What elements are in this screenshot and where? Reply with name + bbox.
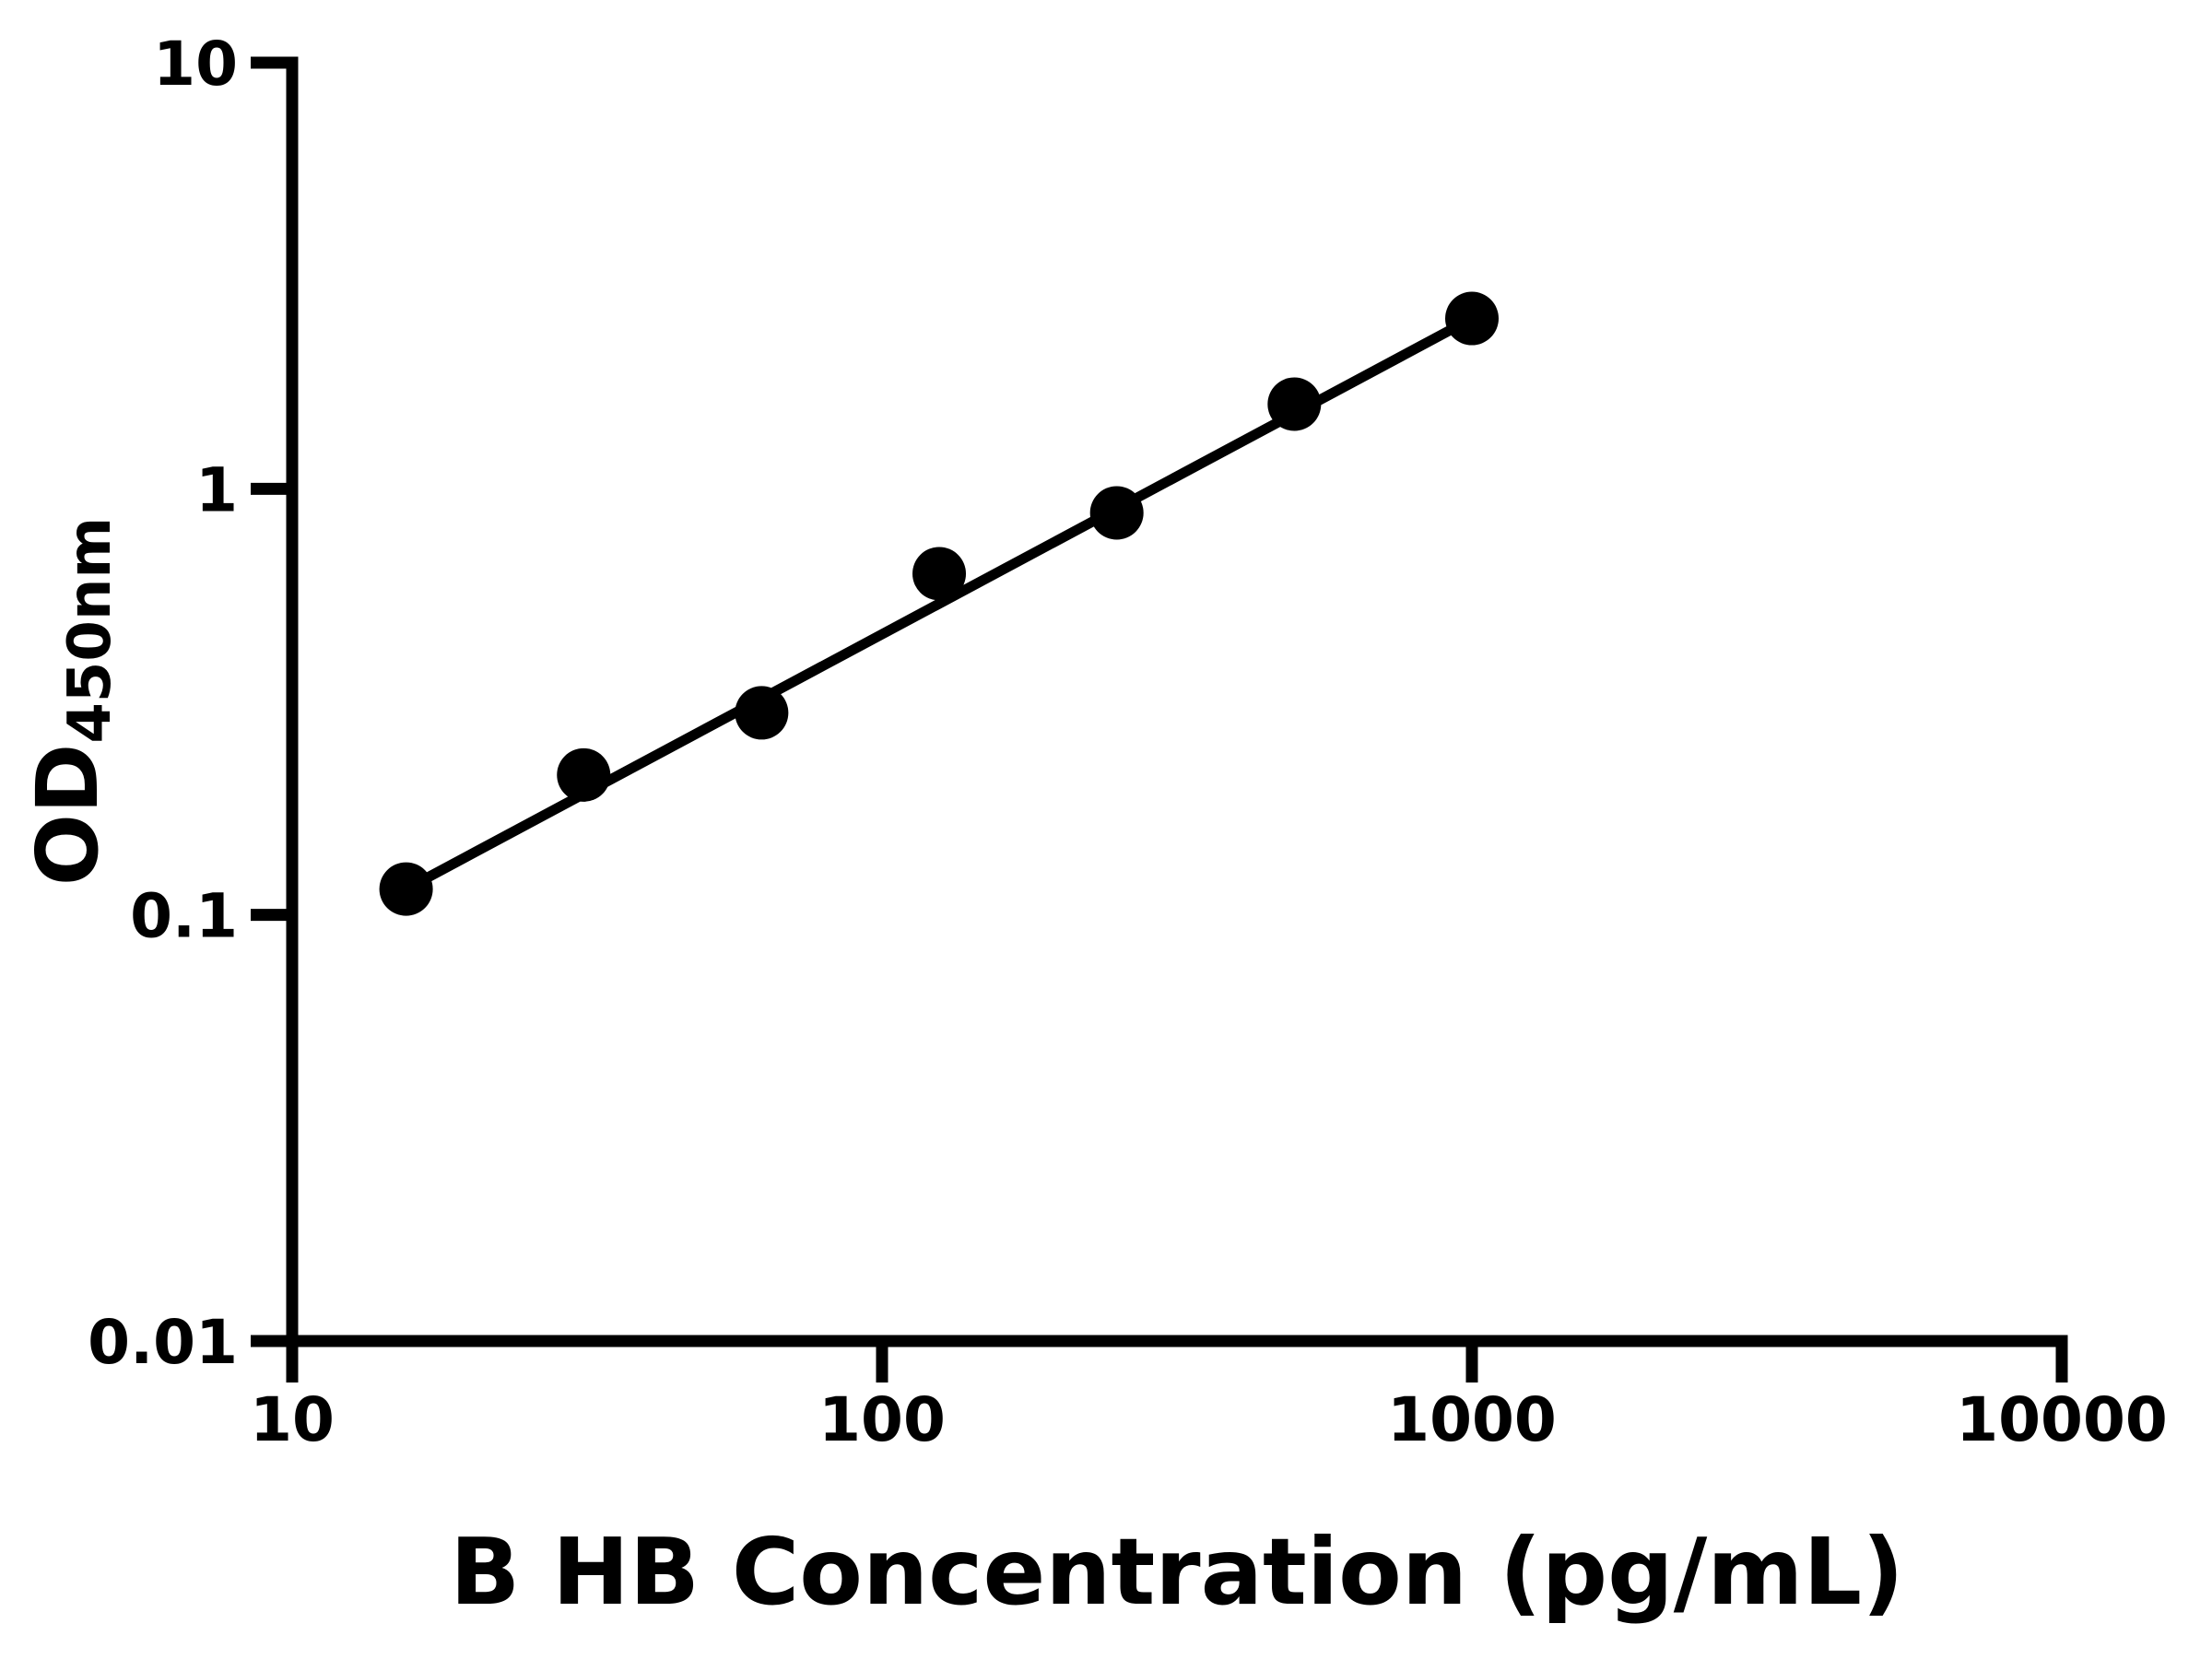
tick-labels: 10 100 1000 10000 10 1 0.1 0.01 [88,29,2168,1455]
data-point [557,747,611,802]
y-axis-title-main: OD [18,744,117,887]
y-tick-label: 1 [195,454,238,525]
y-tick-label: 10 [153,29,238,100]
plot-series [379,291,1499,916]
x-tick-label: 1000 [1387,1384,1557,1455]
data-point [912,547,967,601]
data-point [1089,486,1144,540]
data-point [735,686,789,740]
x-tick-label: 100 [818,1384,946,1455]
y-tick-label: 0.01 [88,1307,238,1378]
x-tick-label: 10 [250,1384,335,1455]
data-point [379,862,433,916]
y-axis-title-sub: 450nm [56,517,124,744]
y-tick-label: 0.1 [130,881,238,952]
axes [251,56,2068,1382]
data-point [1445,291,1499,346]
data-point [1267,377,1322,431]
x-tick-label: 10000 [1956,1384,2168,1455]
y-axis-title: OD450nm [18,517,124,886]
x-axis-title: B HB Concentration (pg/mL) [450,1518,1904,1626]
